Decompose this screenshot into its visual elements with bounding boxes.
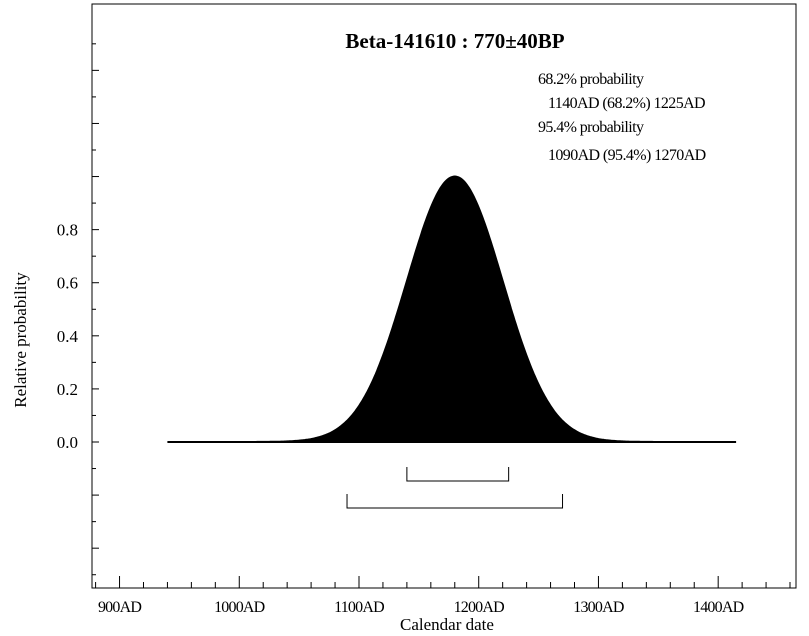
y-axis-ticks: 0.0 0.2 0.4 0.6 0.8 (57, 43, 99, 576)
x-tick-label: 1200AD (454, 599, 505, 616)
x-tick-label: 1300AD (573, 599, 624, 616)
x-tick-label: 1400AD (693, 599, 744, 616)
annotation-68-heading: 68.2% probability (538, 71, 644, 88)
chart-title: Beta-141610 : 770±40BP (345, 29, 564, 53)
y-axis-label: Relative probability (11, 272, 30, 408)
y-tick-label: 0.0 (57, 433, 78, 452)
annotation-68-range: 1140AD (68.2%) 1225AD (548, 95, 705, 112)
y-tick-label: 0.4 (57, 327, 79, 346)
y-tick-label: 0.8 (57, 221, 78, 240)
calibrated-range-brackets (346, 467, 564, 509)
y-tick-label: 0.2 (57, 380, 78, 399)
range-bracket-95 (346, 494, 564, 509)
annotation-95-range: 1090AD (95.4%) 1270AD (548, 147, 706, 164)
range-bracket-68 (406, 467, 510, 482)
x-tick-label: 1100AD (334, 599, 384, 616)
y-tick-label: 0.6 (57, 274, 78, 293)
x-axis-ticks: 900AD 1000AD 1100AD 1200AD 1300AD 1400AD (95, 576, 791, 616)
plot-frame (91, 3, 797, 589)
x-axis-label: Calendar date (400, 615, 494, 634)
x-tick-label: 900AD (98, 599, 141, 616)
x-tick-label: 1000AD (214, 599, 265, 616)
annotation-95-heading: 95.4% probability (538, 119, 644, 136)
probability-distribution-area (167, 175, 737, 443)
